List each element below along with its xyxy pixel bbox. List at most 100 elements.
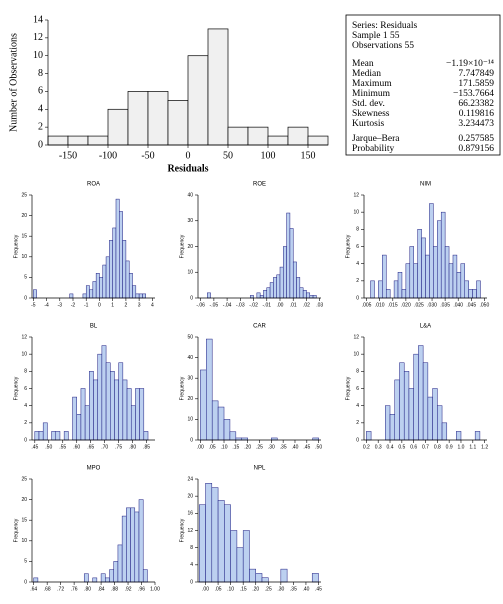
y-tick-label: 40 [187, 192, 193, 198]
bar [433, 246, 438, 299]
x-tick-label: 4 [151, 302, 154, 308]
x-tick-label: .25 [265, 586, 272, 592]
x-tick-label: 1.00 [150, 586, 160, 592]
x-tick-label: -150 [59, 150, 77, 161]
bar [217, 406, 225, 441]
bar [101, 345, 107, 441]
bar [425, 254, 430, 299]
stats-box [345, 14, 501, 156]
x-tick-label: .45 [315, 586, 322, 592]
bar [147, 91, 169, 146]
bar [307, 135, 329, 146]
bar [460, 263, 466, 299]
y-axis-label: Frequency [345, 234, 351, 258]
bar [230, 530, 238, 583]
x-tick-label: -.06 [196, 302, 205, 308]
bar [143, 431, 149, 441]
bar [51, 431, 57, 441]
stats-label: Mean [352, 59, 374, 69]
bar [229, 431, 237, 441]
bar [34, 431, 40, 441]
x-tick-label: 0 [186, 150, 191, 161]
x-tick-label: -3 [58, 302, 63, 308]
x-tick-label: .20 [252, 586, 259, 592]
bar [283, 246, 287, 299]
bar [38, 431, 44, 441]
bar [389, 414, 395, 441]
y-tick-label: 20 [187, 244, 193, 250]
stats-value: 171.5859 [458, 79, 494, 89]
bar [378, 280, 383, 299]
bar [302, 290, 307, 299]
chart-title: L&A [420, 324, 431, 330]
x-tick-label: .45 [303, 444, 310, 450]
bar [399, 362, 405, 441]
x-tick-label: .35 [280, 444, 287, 450]
bar [102, 264, 107, 299]
bar [393, 280, 399, 299]
y-tick-label: 6 [38, 86, 43, 97]
stats-value: −1.19×10⁻¹⁴ [446, 59, 495, 69]
x-tick-label: -50 [141, 150, 154, 161]
bar [256, 292, 261, 299]
bar [217, 500, 225, 583]
stats-header: Sample 1 55 [352, 31, 400, 41]
x-tick-label: 50 [223, 150, 233, 161]
bar [200, 369, 207, 441]
x-tick-label: -.01 [262, 302, 271, 308]
y-tick-label: 8 [38, 68, 43, 79]
bar [93, 379, 98, 441]
bar [33, 577, 39, 583]
bar [448, 263, 454, 299]
y-tick-label: 25 [21, 476, 27, 482]
y-axis-label: Frequency [179, 376, 185, 400]
y-tick-label: 0 [24, 437, 27, 443]
bar [456, 431, 462, 441]
bar [259, 295, 264, 299]
x-tick-label: .05 [209, 444, 216, 450]
y-tick-label: 12 [33, 32, 43, 43]
x-tick-label: .50 [45, 444, 52, 450]
bar [263, 290, 268, 299]
bar [427, 396, 433, 441]
bar [127, 91, 149, 146]
bar [110, 371, 115, 441]
bar [306, 292, 311, 299]
bar [80, 388, 86, 441]
bar [199, 504, 206, 583]
x-tick-label: .64 [30, 586, 37, 592]
bar [55, 431, 61, 441]
x-tick-label: .96 [138, 586, 145, 592]
bar [109, 240, 113, 299]
bar [82, 293, 87, 299]
y-tick-label: 2 [24, 420, 27, 426]
bar [292, 261, 297, 299]
bar [279, 266, 284, 299]
bar [205, 483, 213, 583]
bar [429, 203, 434, 299]
stats-value: 0.119816 [459, 109, 495, 119]
x-tick-label: .10 [221, 444, 228, 450]
bar [138, 293, 143, 299]
bar [236, 547, 244, 583]
bar [408, 388, 414, 441]
bar [296, 277, 301, 299]
x-tick-label: .65 [87, 444, 94, 450]
y-tick-label: 4 [190, 562, 193, 568]
bar [187, 55, 209, 146]
x-tick-label: .045 [466, 302, 476, 308]
stats-label: Median [352, 69, 381, 79]
bar [121, 515, 127, 583]
bar [401, 289, 407, 299]
x-tick-label: .015 [388, 302, 398, 308]
x-tick-label: .15 [232, 444, 239, 450]
x-tick-label: .40 [302, 586, 309, 592]
x-tick-label: 0.3 [375, 444, 382, 450]
stats-label: Jarque–Bera [352, 134, 400, 144]
y-tick-label: 12 [21, 334, 27, 340]
y-tick-label: 10 [187, 270, 193, 276]
x-tick-label: .10 [227, 586, 234, 592]
bar [464, 280, 469, 299]
x-axis-label: Residuals [167, 163, 208, 174]
chart-title: NPL [254, 466, 266, 472]
